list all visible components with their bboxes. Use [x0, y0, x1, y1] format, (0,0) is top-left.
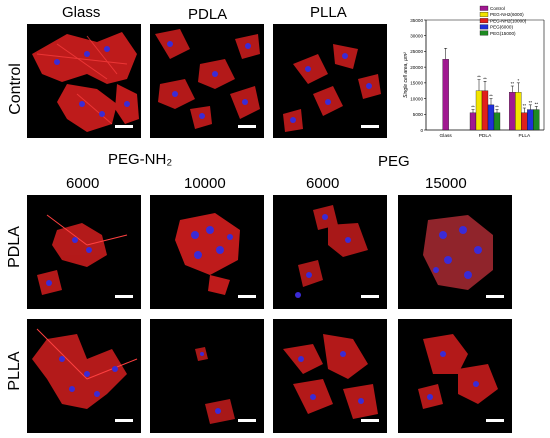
significance-label: ** — [535, 101, 539, 106]
group-label-peg: PEG — [378, 153, 410, 170]
scale-bar — [361, 125, 379, 128]
col-label-6000-nh2: 6000 — [66, 175, 100, 192]
y-tick-label: 10000 — [410, 96, 423, 101]
micrograph-plla-peg-nh2-6000 — [27, 319, 141, 433]
micrograph-pdla-peg-nh2-10000 — [150, 195, 264, 309]
scale-bar — [238, 419, 256, 422]
micrograph-pdla-peg-15000 — [398, 195, 512, 309]
y-axis-label: Single cell area, µm² — [403, 52, 409, 98]
significance-label: ** — [489, 94, 493, 99]
micrograph-pdla-peg-6000 — [273, 195, 387, 309]
micrograph-pdla-peg-nh2-6000 — [27, 195, 141, 309]
significance-label: ** — [477, 75, 481, 80]
bar — [442, 59, 449, 131]
micrograph-plla-peg-nh2-10000 — [150, 319, 264, 433]
bar — [475, 90, 483, 131]
x-tick-label: PDLA — [479, 133, 492, 139]
col-label-6000-peg: 6000 — [306, 175, 340, 192]
significance-label: ** — [471, 105, 475, 110]
col-label-10000: 10000 — [184, 175, 226, 192]
legend-label: PEG-NH2(6000) — [490, 12, 524, 17]
row-label-control: Control — [7, 63, 24, 115]
scale-bar — [486, 295, 504, 298]
micrograph-control-plla — [273, 24, 387, 138]
scale-bar — [361, 419, 379, 422]
x-tick-label: Glass — [440, 133, 453, 139]
y-tick-label: 35000 — [410, 18, 423, 23]
bar — [487, 104, 495, 131]
legend-swatch — [479, 30, 489, 36]
legend-label: Control — [490, 6, 505, 11]
bar — [533, 109, 540, 131]
bar — [521, 112, 528, 131]
row-label-plla: PLLA — [6, 351, 23, 391]
scale-bar — [115, 419, 133, 422]
scale-bar — [115, 295, 133, 298]
x-tick-label: PLLA — [518, 133, 531, 139]
bar — [493, 112, 501, 131]
y-tick-label: 25000 — [410, 49, 423, 54]
bar — [527, 109, 534, 131]
scale-bar — [361, 295, 379, 298]
significance-label: ** — [483, 76, 487, 81]
scale-bar — [238, 295, 256, 298]
micrograph-control-pdla — [150, 24, 264, 138]
col-label-glass: Glass — [62, 4, 101, 21]
legend-label: PEG-NH2(10000) — [490, 18, 527, 23]
legend-swatch — [479, 18, 489, 24]
significance-label: ** — [523, 103, 527, 108]
cell-area-bar-chart: 0 5000 10000 15000 20000 25000 30000 35000 Singl… — [403, 5, 545, 139]
y-tick-label: 0 — [420, 128, 423, 133]
col-label-pdla: PDLA — [188, 6, 228, 23]
significance-label: ** — [511, 81, 515, 86]
scale-bar — [486, 419, 504, 422]
legend-swatch — [479, 5, 489, 11]
legend-label: PEG(6000) — [490, 25, 513, 30]
bar — [469, 112, 477, 131]
legend-swatch — [479, 24, 489, 30]
micrograph-plla-peg-6000 — [273, 319, 387, 433]
y-tick-label: 20000 — [410, 65, 423, 70]
y-tick-label: 15000 — [410, 81, 423, 86]
bar — [481, 90, 489, 131]
significance-label: * — [517, 78, 519, 83]
scale-bar — [115, 125, 133, 128]
row-label-pdla: PDLA — [6, 226, 23, 268]
col-label-plla: PLLA — [310, 4, 347, 21]
group-label-peg-nh2: PEG-NH₂ — [108, 151, 173, 168]
bar — [509, 92, 516, 131]
col-label-15000: 15000 — [425, 175, 467, 192]
legend-swatch — [479, 12, 489, 17]
micrograph-plla-peg-15000 — [398, 319, 512, 433]
legend-label: PEG(15000) — [490, 31, 516, 36]
y-tick-label: 5000 — [413, 112, 424, 117]
scale-bar — [238, 125, 256, 128]
y-tick-label: 30000 — [410, 34, 423, 39]
significance-label: ** — [529, 100, 533, 105]
significance-label: ** — [495, 105, 499, 110]
micrograph-control-glass — [27, 24, 141, 138]
bar — [515, 92, 522, 131]
